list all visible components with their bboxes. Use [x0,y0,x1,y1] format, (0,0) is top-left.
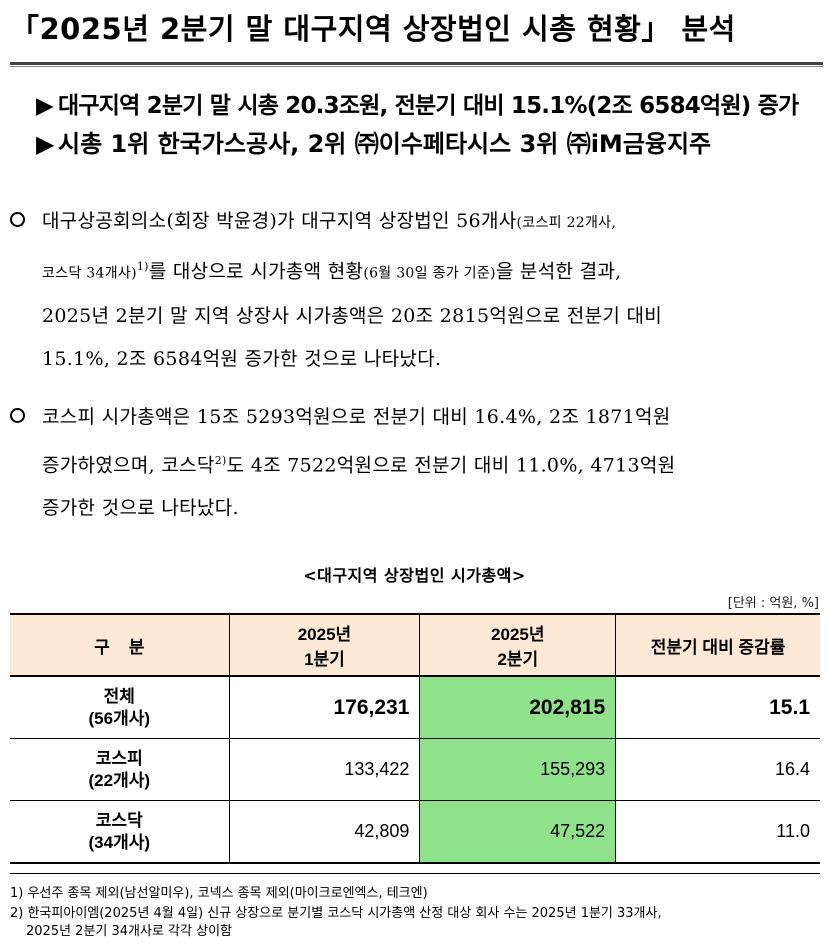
circle-bullet-icon [10,212,25,227]
paragraph-1-line-4: 15.1%, 2조 6584억원 증가한 것으로 나타났다. [42,348,442,371]
header-q1: 2025년 1분기 [228,613,420,677]
triangle-right-icon: ▶ [36,93,54,119]
row-category: 코스피 (22개사) [10,738,230,801]
table-title: <대구지역 상장법인 시가총액> [303,566,526,585]
paragraph-2-line-2: 증가하였으며, 코스닥2)도 4조 7522억원으로 전분기 대비 11.0%,… [42,454,676,477]
footnote-ref-2: 2) [214,454,227,467]
table-row: 코스피 (22개사) 133,422 155,293 16.4 [10,738,820,801]
highlight-2: ▶ 시총 1위 한국가스공사, 2위 ㈜이수페타시스 3위 ㈜iM금융지주 [36,124,711,159]
row-category: 코스닥 (34개사) [10,800,230,864]
highlight-2-text: 시총 1위 한국가스공사, 2위 ㈜이수페타시스 3위 ㈜iM금융지주 [58,130,712,158]
header-change: 전분기 대비 증감률 [615,613,820,677]
footnote-ref-1: 1) [136,260,149,273]
title-divider-thin [10,66,823,67]
paragraph-1-line-3: 2025년 2분기 말 지역 상장사 시가총액은 20조 2815억원으로 전분… [42,305,663,328]
triangle-right-icon: ▶ [36,130,55,158]
highlight-1: ▶ 대구지역 2분기 말 시총 20.3조원, 전분기 대비 15.1%(2조 6… [36,86,799,120]
header-category: 구 분 [10,613,230,677]
market-cap-table: 구 분 2025년 1분기 2025년 2분기 전분기 대비 증감률 전체 (56개사… [10,613,820,864]
table-header-row: 구 분 2025년 1분기 2025년 2분기 전분기 대비 증감률 [10,613,820,677]
row-q2-value: 47,522 [419,800,616,864]
table-row: 전체 (56개사) 176,231 202,815 15.1 [10,676,820,739]
footnote-2-continued: 2025년 2분기 34개사로 각각 상이함 [26,924,232,939]
paragraph-1: 대구상공회의소(회장 박윤경)가 대구지역 상장법인 56개사(코스피 22개사… [10,200,820,381]
title-divider [10,62,823,65]
row-q1-value: 42,809 [228,800,420,864]
row-change-value: 11.0 [615,800,820,864]
paragraph-2-line-1: 코스피 시가총액은 15조 5293억원으로 전분기 대비 16.4%, 2조 … [42,406,671,428]
row-q2-value: 202,815 [419,676,616,739]
row-category: 전체 (56개사) [10,676,230,739]
highlight-1-text: 대구지역 2분기 말 시총 20.3조원, 전분기 대비 15.1%(2조 65… [58,93,799,119]
table-unit: [단위 : 억원, %] [727,596,819,611]
footnote-divider [10,873,820,874]
table-row: 코스닥 (34개사) 42,809 47,522 11.0 [10,800,820,864]
paragraph-2-line-3: 증가한 것으로 나타났다. [42,497,239,520]
row-change-value: 15.1 [615,676,820,739]
footnote-1: 1) 우선주 종목 제외(남선알미우), 코넥스 종목 제외(마이크로엔엑스, … [10,886,428,901]
row-q2-value: 155,293 [419,738,616,801]
row-q1-value: 176,231 [228,676,420,739]
paragraph-1-line-2: 코스닥 34개사)1)를 대상으로 시가총액 현황(6월 30일 종가 기준)을… [42,260,622,283]
paragraph-2: 코스피 시가총액은 15조 5293억원으로 전분기 대비 16.4%, 2조 … [10,396,820,530]
row-change-value: 16.4 [615,738,820,801]
circle-bullet-icon [10,408,25,423]
footnote-2: 2) 한국피아이엠(2025년 4월 4일) 신규 상장으로 분기별 코스닥 시… [10,906,662,921]
paragraph-1-line-1: 대구상공회의소(회장 박윤경)가 대구지역 상장법인 56개사(코스피 22개사… [42,210,617,232]
row-q1-value: 133,422 [228,738,420,801]
page-title: 「2025년 2분기 말 대구지역 상장법인 시총 현황」 분석 [10,12,736,46]
header-q2: 2025년 2분기 [419,613,616,677]
